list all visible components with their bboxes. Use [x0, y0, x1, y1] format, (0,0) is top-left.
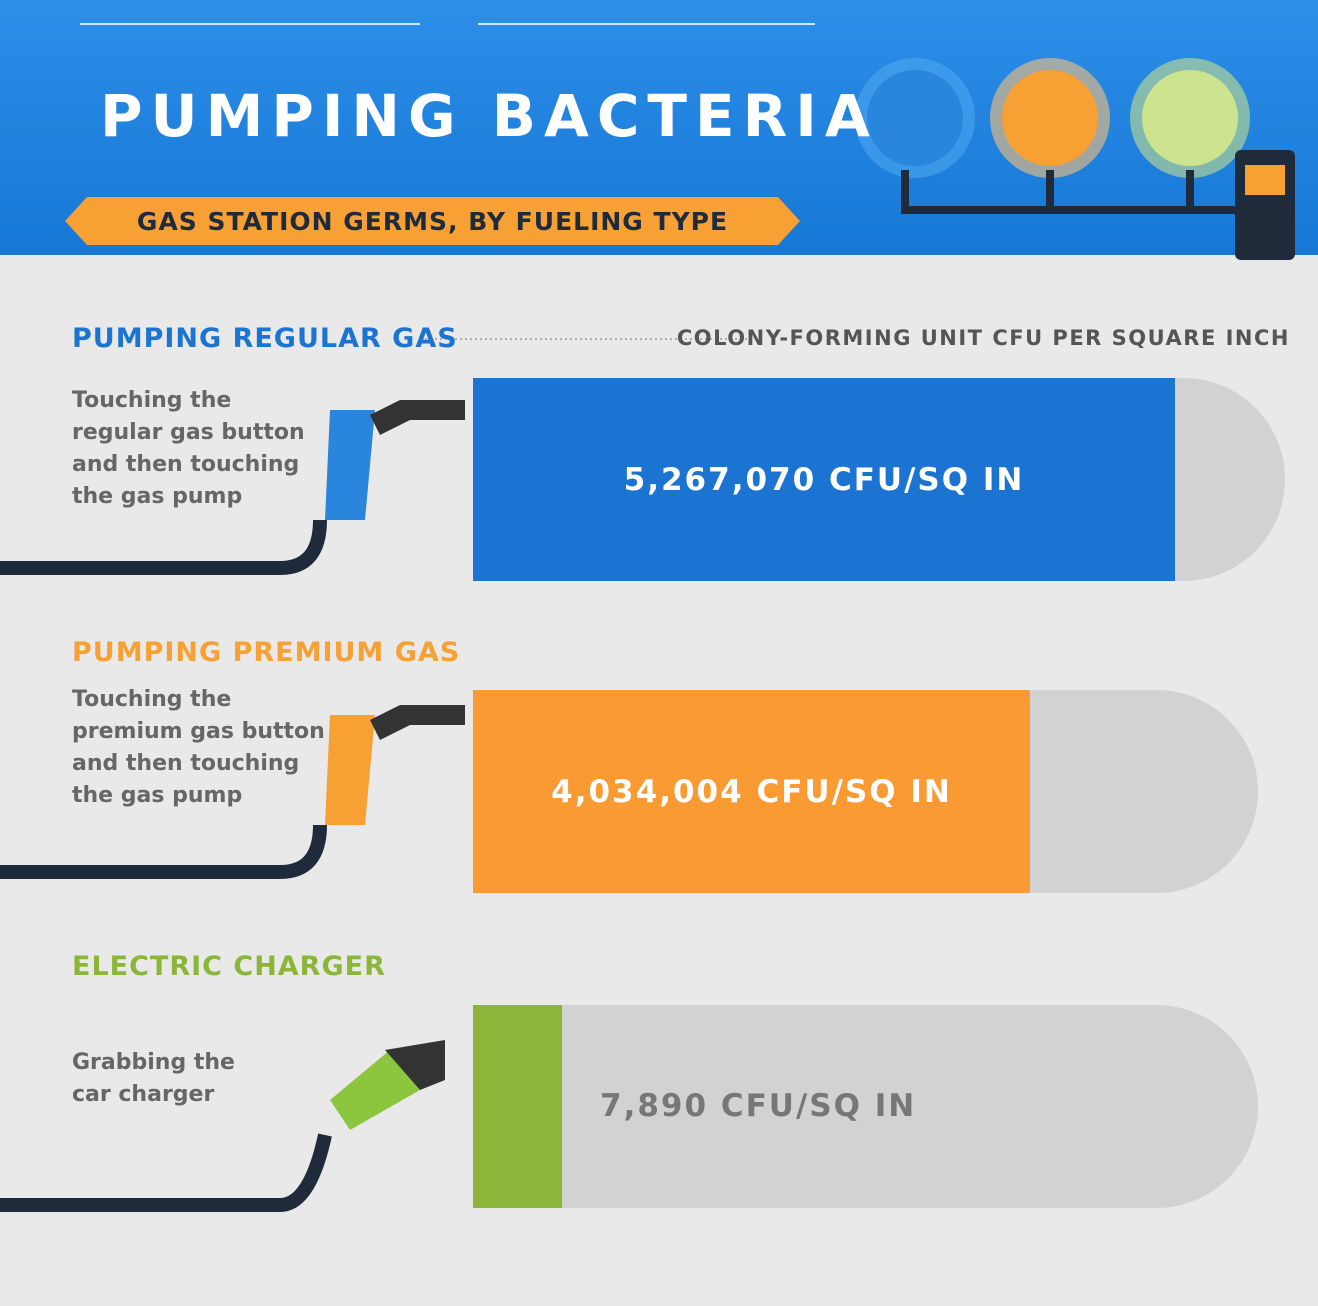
section-heading: PUMPING REGULAR GAS [72, 323, 458, 354]
title: PUMPING BACTERIA [100, 82, 878, 150]
bar-track [473, 1005, 1258, 1208]
description-line: regular gas button [72, 420, 305, 445]
description-line: and then touching [72, 452, 300, 477]
section-heading: PUMPING PREMIUM GAS [72, 637, 461, 668]
description-line: the gas pump [72, 484, 243, 509]
description: Touching the regular gas button and then t… [72, 385, 305, 513]
description-line: premium gas button [72, 719, 325, 744]
value-label: 7,890 CFU/SQ IN [600, 1088, 917, 1124]
section-heading: ELECTRIC CHARGER [72, 951, 386, 982]
bar [473, 378, 1175, 581]
bar [473, 690, 1030, 893]
description-line: car charger [72, 1082, 215, 1107]
description-line: the gas pump [72, 783, 243, 808]
value-label: 4,034,004 CFU/SQ IN [551, 774, 952, 810]
description: Grabbing the car charger [72, 1047, 235, 1111]
bar [473, 1005, 562, 1208]
subtitle: GAS STATION GERMS, BY FUELING TYPE [136, 207, 729, 236]
value-label: 5,267,070 CFU/SQ IN [623, 462, 1025, 498]
description: Touching the premium gas button and then t… [72, 684, 325, 812]
description-line: Grabbing the [72, 1050, 235, 1075]
description-line: and then touching [72, 751, 300, 776]
subtitle-ribbon: GAS STATION GERMS, BY FUELING TYPE [65, 197, 800, 245]
unit-label: COLONY-FORMING UNIT CFU PER SQUARE INCH [676, 326, 1290, 350]
description-line: Touching the [72, 687, 232, 712]
description-line: Touching the [72, 388, 232, 413]
